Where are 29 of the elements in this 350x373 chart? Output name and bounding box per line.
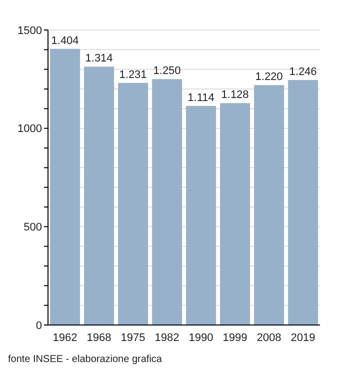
data-label: 1.220 [255,71,283,84]
x-tick-label: 1990 [188,332,214,344]
data-label: 1.231 [119,68,147,81]
data-label: 1.250 [153,65,181,78]
bar [50,48,80,325]
bar [84,66,114,325]
y-tick-label: 0 [36,320,42,332]
data-label: 1.314 [85,52,113,65]
x-tick-label: 1968 [86,332,112,344]
x-tick-label: 2008 [256,332,282,344]
data-label: 1.128 [221,89,249,102]
y-tick-label: 500 [24,222,42,234]
data-label: 1.404 [51,34,79,47]
bar [220,103,250,325]
data-label: 1.246 [289,66,317,78]
x-tick-label: 1962 [52,332,78,344]
source-note: fonte INSEE - elaborazione grafica [8,354,162,365]
y-tick-label: 1000 [18,123,42,136]
x-tick-label: 1999 [222,332,248,344]
bar [118,82,148,325]
bar [254,85,284,325]
bar [152,79,182,325]
y-tick-label: 1500 [18,24,42,37]
x-tick-label: 2019 [290,332,316,344]
x-tick-label: 1982 [154,332,180,344]
bar [186,106,216,325]
data-label: 1.114 [188,92,214,104]
x-tick-label: 1975 [120,332,146,344]
bar [288,80,318,325]
